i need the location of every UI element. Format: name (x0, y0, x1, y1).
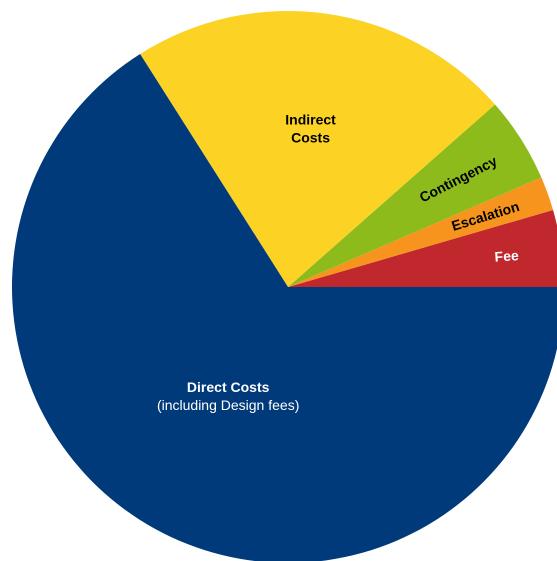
pie-slice-fee (288, 209, 557, 287)
pie-slice-direct-costs (12, 53, 557, 561)
pie-label-line: Direct Costs (187, 379, 270, 395)
pie-label-fee: Fee (494, 247, 519, 265)
pie-slice-indirect (140, 10, 496, 288)
pie-label-direct-costs: Direct Costs (including Design fees) (157, 379, 299, 413)
pie-label-line: Costs (291, 130, 330, 146)
pie-slice-contingency (288, 104, 542, 287)
pie-label-indirect: Indirect Costs (285, 112, 336, 146)
pie-slice-escalation (288, 177, 554, 287)
pie-label-line: (including Design fees) (157, 397, 299, 413)
pie-label-line: Fee (494, 247, 519, 265)
pie-label-line: Indirect (285, 112, 336, 128)
slices-layer (12, 10, 557, 561)
